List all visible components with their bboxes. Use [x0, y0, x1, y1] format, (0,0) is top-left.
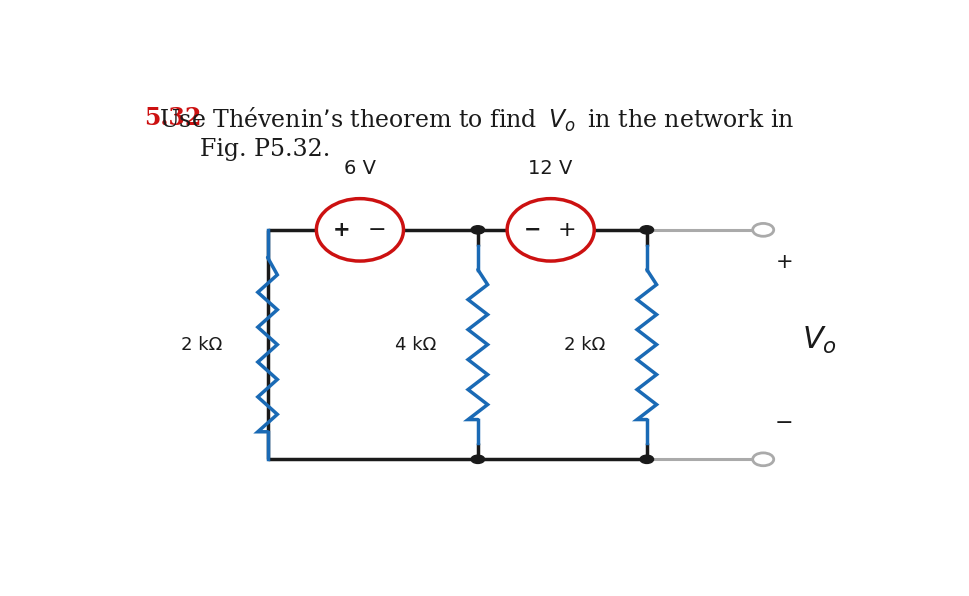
Text: $\mathit{V}_o$: $\mathit{V}_o$ — [802, 324, 837, 356]
Text: 12 V: 12 V — [528, 159, 573, 178]
Text: +: + — [775, 252, 793, 272]
Circle shape — [641, 226, 653, 234]
Text: 2 kΩ: 2 kΩ — [564, 336, 606, 353]
Circle shape — [471, 455, 484, 464]
Text: +: + — [558, 220, 577, 240]
Text: 6 V: 6 V — [344, 159, 376, 178]
Circle shape — [471, 226, 484, 234]
Text: −: − — [523, 220, 541, 240]
Text: −: − — [367, 220, 386, 240]
Text: Use Thévenin’s theorem to find  $\mathit{V}_o$  in the network in: Use Thévenin’s theorem to find $\mathit{… — [143, 106, 794, 134]
Text: 5.32: 5.32 — [143, 106, 201, 130]
Text: Fig. P5.32.: Fig. P5.32. — [200, 138, 330, 161]
Text: −: − — [775, 412, 794, 433]
Circle shape — [753, 224, 773, 236]
Circle shape — [753, 453, 773, 465]
Text: +: + — [332, 220, 351, 240]
Text: 2 kΩ: 2 kΩ — [181, 336, 223, 353]
Text: 4 kΩ: 4 kΩ — [395, 336, 436, 353]
Circle shape — [641, 455, 653, 464]
